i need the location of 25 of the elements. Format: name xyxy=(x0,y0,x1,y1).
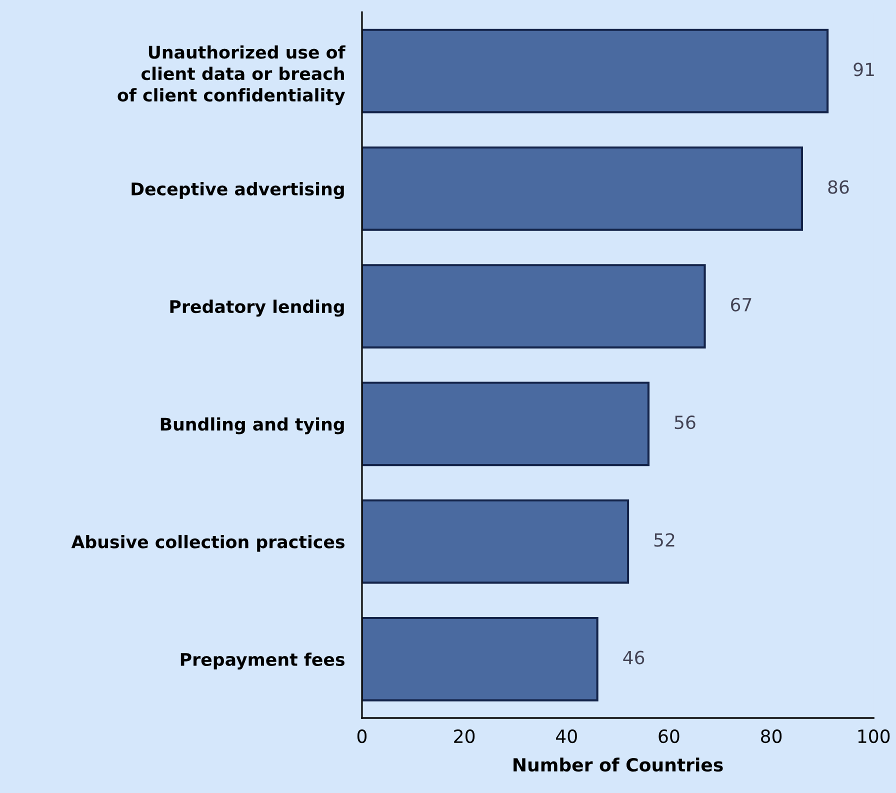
x-tick-label: 20 xyxy=(454,729,475,744)
x-tick-label: 0 xyxy=(357,729,367,744)
y-tick-label: Predatory lending xyxy=(170,300,344,317)
y-tick-label: Abusive collection practices xyxy=(71,534,344,552)
bar xyxy=(362,28,829,114)
data-label: 52 xyxy=(654,533,674,547)
bar xyxy=(362,616,598,702)
y-tick-label: Bundling and tying xyxy=(160,417,344,434)
y-tick-label: Unauthorized use of client data or breach of client confidentiality xyxy=(118,45,346,106)
data-label: 86 xyxy=(828,180,849,194)
bar xyxy=(362,146,804,231)
bar xyxy=(362,264,706,348)
data-label: 46 xyxy=(623,650,644,664)
x-tick-label: 80 xyxy=(761,729,782,744)
data-label: 67 xyxy=(731,298,752,312)
x-axis-title: Number of Countries xyxy=(514,758,723,772)
x-tick-label: 40 xyxy=(556,729,577,744)
x-tick-label: 60 xyxy=(658,729,680,744)
x-tick-label: 100 xyxy=(858,729,890,744)
bar xyxy=(362,382,650,466)
y-tick-label: Prepayment fees xyxy=(180,652,344,670)
data-label: 91 xyxy=(854,62,874,76)
y-tick-label: Deceptive advertising xyxy=(132,182,344,199)
data-label: 56 xyxy=(674,415,696,430)
bar xyxy=(362,499,630,584)
